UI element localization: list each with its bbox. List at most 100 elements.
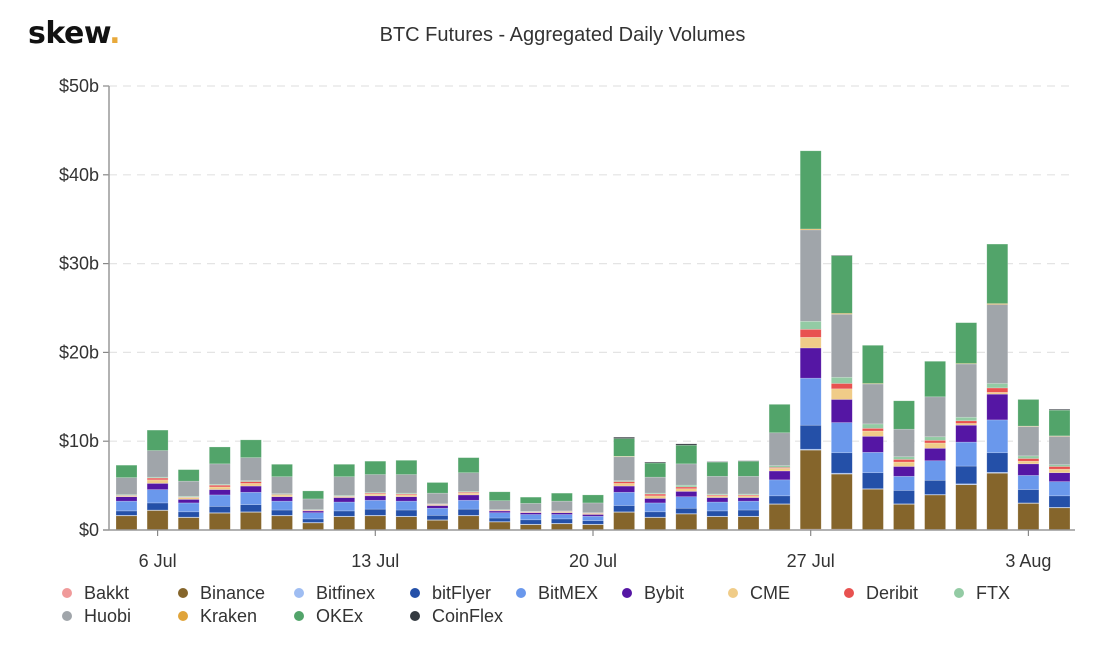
bar-segment-bybit bbox=[613, 485, 635, 493]
legend-dot-icon bbox=[954, 588, 964, 598]
bar-segment-binance bbox=[830, 473, 853, 530]
logo-text: skew bbox=[28, 16, 110, 51]
legend-item[interactable]: Deribit bbox=[844, 582, 954, 604]
bar-segment-bybit bbox=[519, 512, 542, 515]
bar-stack bbox=[862, 344, 884, 531]
legend-item[interactable]: CME bbox=[728, 582, 844, 604]
bar-segment-bitmex bbox=[893, 475, 915, 491]
bar-stack bbox=[955, 322, 978, 531]
legend-item[interactable]: bitFlyer bbox=[410, 582, 516, 604]
legend-dot-icon bbox=[294, 588, 304, 598]
bar-segment-bitflyer bbox=[893, 490, 915, 505]
legend-item[interactable]: CoinFlex bbox=[410, 605, 516, 627]
bar-stack bbox=[737, 460, 760, 531]
bar-segment-ftx bbox=[986, 383, 1009, 389]
bar-segment-binance bbox=[862, 488, 884, 531]
bar-segment-cme bbox=[146, 479, 169, 484]
bar-segment-bybit bbox=[737, 497, 760, 502]
bar-segment-bybit bbox=[955, 424, 978, 443]
bar-segment-bitflyer bbox=[1048, 495, 1071, 508]
bar-segment-cme bbox=[582, 513, 604, 515]
bar-stack bbox=[426, 482, 449, 531]
legend-label: bitFlyer bbox=[432, 582, 492, 603]
bar-segment-binance bbox=[893, 503, 915, 531]
legend-row: Huobi Kraken OKEx CoinFlex bbox=[62, 605, 1062, 627]
bar-segment-huobi bbox=[644, 476, 667, 494]
y-tick-label: $30b bbox=[59, 254, 99, 274]
legend-dot-icon bbox=[178, 611, 188, 621]
stacked-bar-chart: $0 $10b $20b $30b $40b $50b 6 Jul 13 Jul 20 Jul 2… bbox=[59, 76, 1075, 571]
bar-segment-bitflyer bbox=[551, 518, 573, 524]
bar-stack bbox=[1017, 399, 1040, 531]
bar-segment-binance bbox=[986, 472, 1009, 531]
bar-segment-bybit bbox=[1048, 472, 1071, 482]
bar-segment-bitmex bbox=[457, 499, 480, 510]
bar-segment-deribit bbox=[955, 420, 978, 424]
bar-segment-okex bbox=[1017, 399, 1040, 427]
bar-segment-bitflyer bbox=[644, 511, 667, 518]
bar-segment-bybit bbox=[862, 436, 884, 453]
bar-segment-bitflyer bbox=[862, 472, 884, 490]
bar-segment-binance bbox=[333, 516, 356, 531]
bar-segment-ftx bbox=[893, 456, 915, 460]
bar-segment-binance bbox=[115, 515, 138, 531]
bar-segment-binance bbox=[737, 516, 760, 531]
legend-item[interactable]: Huobi bbox=[62, 605, 178, 627]
bar-segment-huobi bbox=[706, 475, 729, 495]
legend-item[interactable]: BitMEX bbox=[516, 582, 622, 604]
legend-item[interactable]: Bakkt bbox=[62, 582, 178, 604]
bar-segment-deribit bbox=[924, 440, 946, 444]
legend-item[interactable]: Bybit bbox=[622, 582, 728, 604]
legend-item[interactable]: Kraken bbox=[178, 605, 294, 627]
legend-label: BitMEX bbox=[538, 582, 599, 603]
bar-segment-bitflyer bbox=[115, 510, 138, 516]
y-tick-label: $50b bbox=[59, 76, 99, 96]
bar-segment-bitmex bbox=[706, 501, 729, 512]
bar-segment-cme bbox=[893, 461, 915, 467]
bar-segment-bybit bbox=[706, 497, 729, 503]
bar-segment-binance bbox=[271, 515, 293, 531]
y-tick-label: $20b bbox=[59, 342, 99, 362]
legend-item[interactable]: Bitfinex bbox=[294, 582, 410, 604]
bar-segment-bitflyer bbox=[737, 509, 760, 517]
bar-segment-huobi bbox=[768, 432, 791, 466]
bar-segment-coinflex bbox=[675, 443, 698, 446]
bar-segment-cme bbox=[830, 388, 853, 400]
bar-segment-bitmex bbox=[1017, 475, 1040, 490]
bar-segment-huobi bbox=[333, 476, 356, 496]
bar-segment-bybit bbox=[675, 491, 698, 498]
bar-segment-okex bbox=[675, 444, 698, 465]
bar-segment-ftx bbox=[924, 436, 946, 441]
bar-segment-huobi bbox=[209, 463, 231, 485]
bar-segment-bybit bbox=[426, 505, 449, 509]
bar-segment-huobi bbox=[115, 477, 138, 495]
bar-segment-binance bbox=[177, 517, 200, 531]
legend-dot-icon bbox=[410, 588, 420, 598]
bar-stack bbox=[613, 436, 635, 531]
legend-dot-icon bbox=[62, 588, 72, 598]
bar-segment-okex bbox=[177, 469, 200, 482]
bar-segment-okex bbox=[1048, 409, 1071, 437]
bar-segment-bitmex bbox=[551, 514, 573, 520]
bar-segment-huobi bbox=[519, 503, 542, 512]
legend-item[interactable]: Binance bbox=[178, 582, 294, 604]
bar-segment-okex bbox=[768, 404, 791, 434]
bar-segment-bitmex bbox=[395, 500, 418, 511]
bar-segment-bitflyer bbox=[519, 519, 542, 525]
bar-segment-ftx bbox=[862, 423, 884, 429]
bar-segment-binance bbox=[675, 513, 698, 531]
bar-segment-bitflyer bbox=[799, 424, 822, 450]
legend-item[interactable]: FTX bbox=[954, 582, 1034, 604]
bar-segment-bitmex bbox=[488, 512, 511, 519]
bar-segment-huobi bbox=[177, 480, 200, 497]
bar-segment-ftx bbox=[830, 376, 853, 384]
bar-stack bbox=[177, 469, 200, 531]
bar-segment-ftx bbox=[955, 416, 978, 422]
bar-segment-okex bbox=[737, 460, 760, 477]
bar-segment-deribit bbox=[893, 459, 915, 463]
bar-segment-bitflyer bbox=[955, 465, 978, 485]
bar-stack bbox=[488, 491, 511, 531]
bar-segment-bitmex bbox=[613, 491, 635, 506]
bar-segment-binance bbox=[364, 515, 387, 531]
legend-item[interactable]: OKEx bbox=[294, 605, 410, 627]
